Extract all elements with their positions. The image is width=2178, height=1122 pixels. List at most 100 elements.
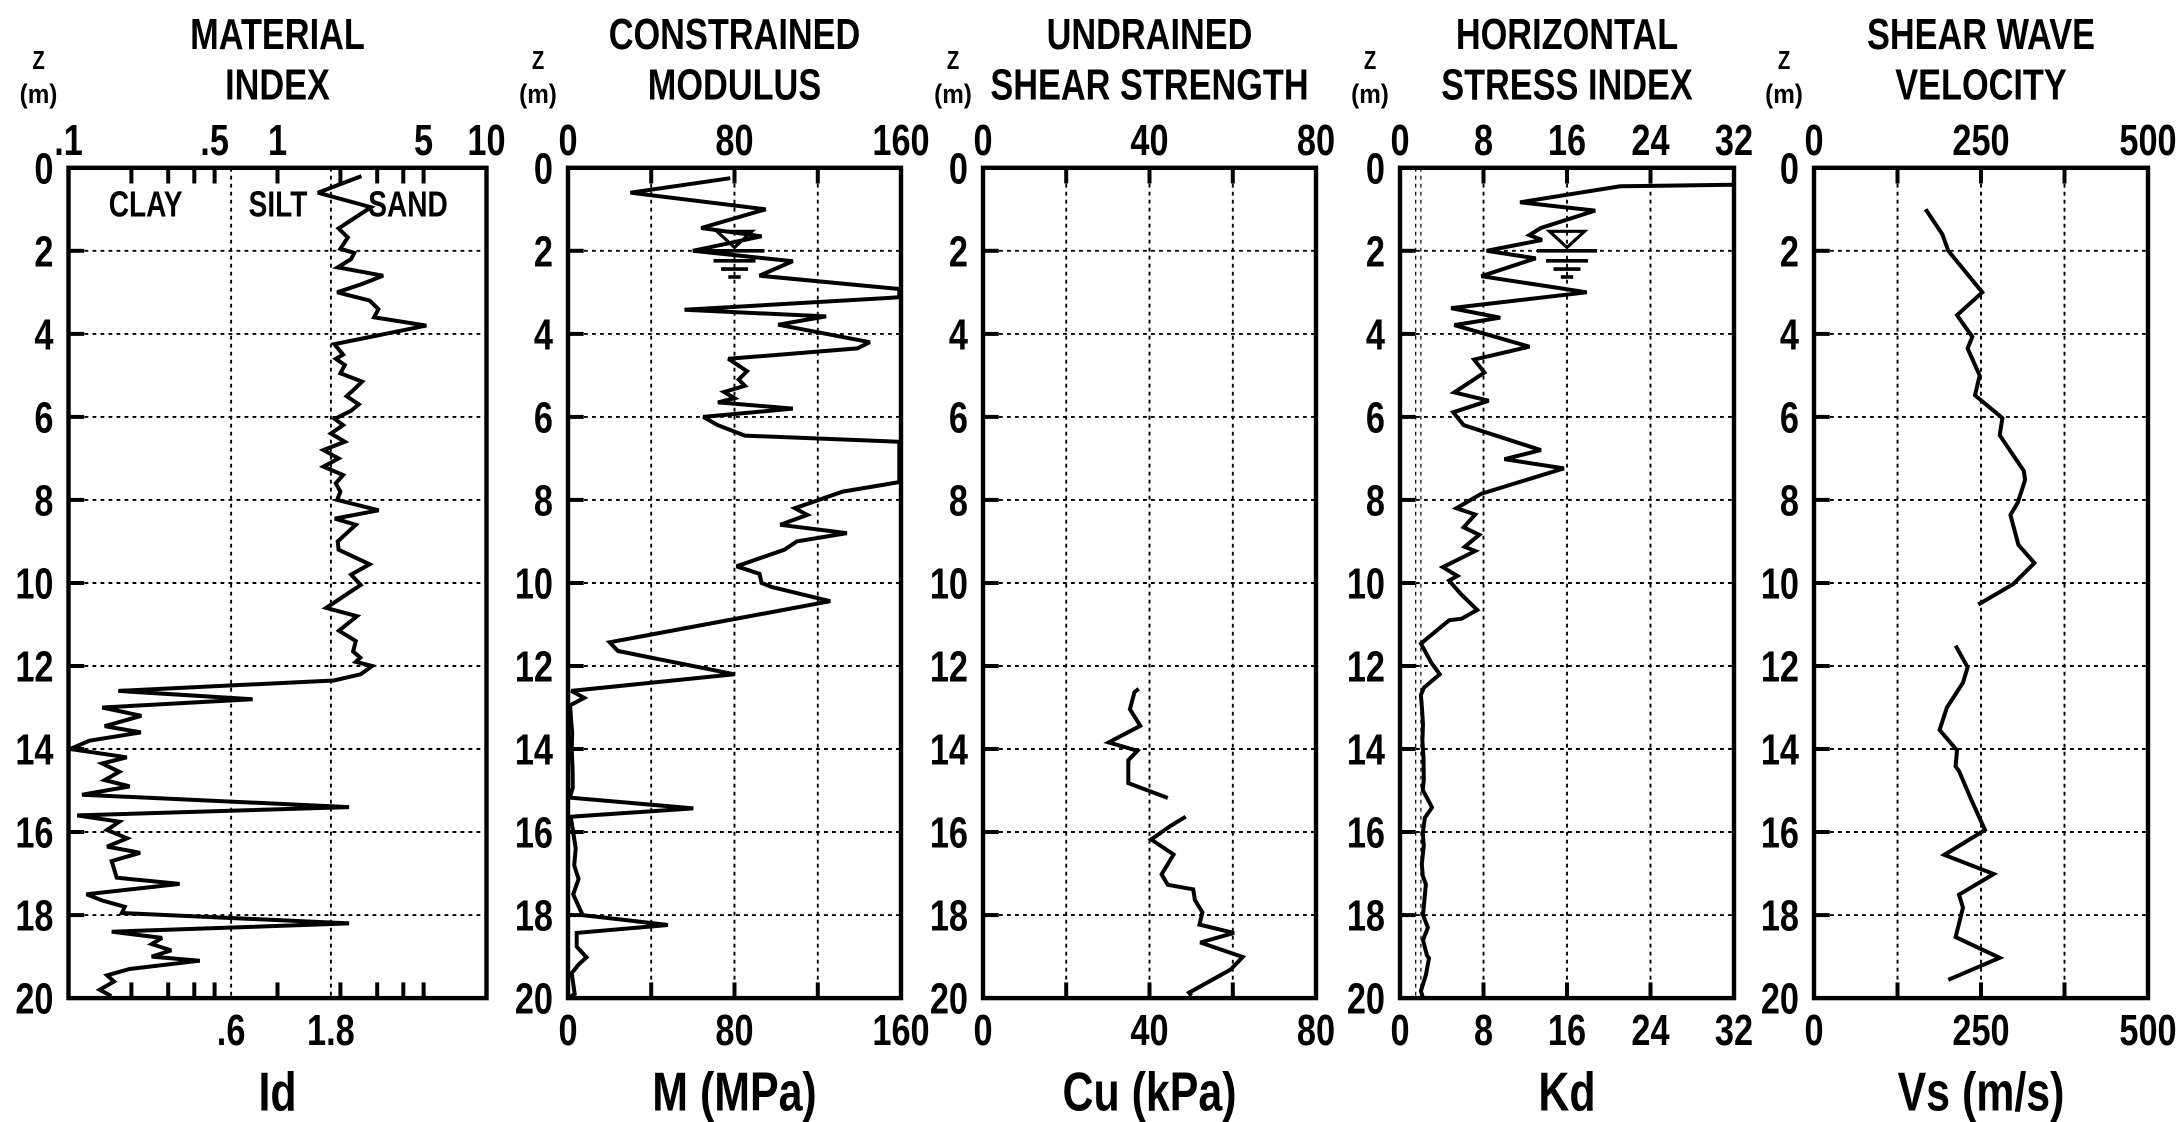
- svg-text:SHEAR STRENGTH: SHEAR STRENGTH: [990, 60, 1308, 109]
- svg-text:12: 12: [930, 642, 968, 691]
- svg-text:16: 16: [1548, 1006, 1586, 1055]
- svg-text:10: 10: [1347, 559, 1385, 608]
- svg-text:2: 2: [1366, 227, 1385, 276]
- svg-text:250: 250: [1952, 116, 2009, 165]
- svg-text:12: 12: [515, 642, 553, 691]
- svg-text:.1: .1: [54, 116, 83, 165]
- svg-text:40: 40: [1130, 1006, 1168, 1055]
- svg-text:16: 16: [1347, 808, 1385, 857]
- svg-text:Cu (kPa): Cu (kPa): [1063, 1061, 1237, 1122]
- svg-text:6: 6: [34, 393, 53, 442]
- svg-text:500: 500: [2119, 116, 2176, 165]
- svg-text:2: 2: [34, 227, 53, 276]
- svg-text:1.8: 1.8: [307, 1006, 355, 1055]
- svg-text:0: 0: [973, 1006, 992, 1055]
- svg-text:8: 8: [1366, 476, 1385, 525]
- svg-text:12: 12: [1761, 642, 1799, 691]
- svg-text:Z: Z: [32, 46, 44, 75]
- svg-text:24: 24: [1631, 1006, 1669, 1055]
- svg-text:INDEX: INDEX: [225, 60, 330, 109]
- svg-text:18: 18: [1761, 892, 1799, 941]
- svg-text:1: 1: [268, 116, 287, 165]
- svg-text:Id: Id: [258, 1061, 296, 1122]
- svg-text:CONSTRAINED: CONSTRAINED: [609, 10, 861, 59]
- svg-text:VELOCITY: VELOCITY: [1895, 60, 2067, 109]
- svg-text:0: 0: [973, 116, 992, 165]
- svg-text:80: 80: [1297, 116, 1335, 165]
- svg-text:10: 10: [1761, 559, 1799, 608]
- svg-text:Z: Z: [532, 46, 544, 75]
- svg-text:32: 32: [1715, 1006, 1753, 1055]
- svg-text:8: 8: [34, 476, 53, 525]
- svg-text:6: 6: [534, 393, 553, 442]
- svg-text:Z: Z: [1778, 46, 1790, 75]
- svg-text:160: 160: [872, 1006, 929, 1055]
- svg-text:MODULUS: MODULUS: [648, 60, 821, 109]
- svg-text:0: 0: [1366, 144, 1385, 193]
- svg-text:18: 18: [1347, 892, 1385, 941]
- svg-text:0: 0: [534, 144, 553, 193]
- svg-text:16: 16: [1761, 808, 1799, 857]
- svg-text:0: 0: [1390, 1006, 1409, 1055]
- svg-text:4: 4: [1366, 310, 1385, 359]
- svg-text:32: 32: [1715, 116, 1753, 165]
- svg-text:8: 8: [534, 476, 553, 525]
- svg-text:10: 10: [467, 116, 505, 165]
- svg-text:Vs (m/s): Vs (m/s): [1898, 1061, 2065, 1122]
- svg-text:14: 14: [930, 725, 968, 774]
- svg-text:(m): (m): [934, 80, 972, 109]
- svg-text:.6: .6: [217, 1006, 246, 1055]
- svg-text:14: 14: [15, 725, 53, 774]
- svg-text:(m): (m): [1765, 80, 1803, 109]
- svg-text:0: 0: [1804, 116, 1823, 165]
- svg-text:(m): (m): [20, 80, 58, 109]
- svg-text:16: 16: [1548, 116, 1586, 165]
- svg-text:M (MPa): M (MPa): [652, 1061, 816, 1122]
- svg-text:250: 250: [1952, 1006, 2009, 1055]
- svg-text:Z: Z: [947, 46, 959, 75]
- svg-text:2: 2: [534, 227, 553, 276]
- svg-text:HORIZONTAL: HORIZONTAL: [1456, 10, 1678, 59]
- svg-text:18: 18: [15, 892, 53, 941]
- svg-text:16: 16: [930, 808, 968, 857]
- svg-text:20: 20: [15, 975, 53, 1024]
- svg-text:0: 0: [1804, 1006, 1823, 1055]
- svg-text:4: 4: [34, 310, 53, 359]
- svg-text:14: 14: [515, 725, 553, 774]
- svg-text:0: 0: [1390, 116, 1409, 165]
- svg-text:UNDRAINED: UNDRAINED: [1047, 10, 1253, 59]
- svg-text:160: 160: [872, 116, 929, 165]
- svg-text:14: 14: [1761, 725, 1799, 774]
- svg-text:(m): (m): [1351, 80, 1389, 109]
- svg-text:10: 10: [515, 559, 553, 608]
- svg-text:8: 8: [1474, 1006, 1493, 1055]
- svg-text:0: 0: [34, 144, 53, 193]
- svg-text:0: 0: [1780, 144, 1799, 193]
- svg-text:20: 20: [515, 975, 553, 1024]
- svg-text:12: 12: [1347, 642, 1385, 691]
- svg-text:14: 14: [1347, 725, 1385, 774]
- svg-text:0: 0: [558, 116, 577, 165]
- svg-text:80: 80: [715, 116, 753, 165]
- svg-text:20: 20: [1347, 975, 1385, 1024]
- svg-text:2: 2: [1780, 227, 1799, 276]
- svg-text:4: 4: [1780, 310, 1799, 359]
- svg-text:40: 40: [1130, 116, 1168, 165]
- svg-text:18: 18: [515, 892, 553, 941]
- svg-text:(m): (m): [519, 80, 557, 109]
- svg-text:6: 6: [1780, 393, 1799, 442]
- svg-text:SILT: SILT: [249, 184, 308, 224]
- svg-text:8: 8: [949, 476, 968, 525]
- svg-text:4: 4: [949, 310, 968, 359]
- svg-text:SHEAR WAVE: SHEAR WAVE: [1867, 10, 2095, 59]
- svg-text:12: 12: [15, 642, 53, 691]
- svg-text:8: 8: [1474, 116, 1493, 165]
- svg-text:0: 0: [558, 1006, 577, 1055]
- svg-text:STRESS INDEX: STRESS INDEX: [1441, 60, 1693, 109]
- svg-text:.5: .5: [200, 116, 229, 165]
- svg-text:16: 16: [515, 808, 553, 857]
- svg-text:20: 20: [1761, 975, 1799, 1024]
- svg-text:2: 2: [949, 227, 968, 276]
- svg-text:80: 80: [715, 1006, 753, 1055]
- svg-text:500: 500: [2119, 1006, 2176, 1055]
